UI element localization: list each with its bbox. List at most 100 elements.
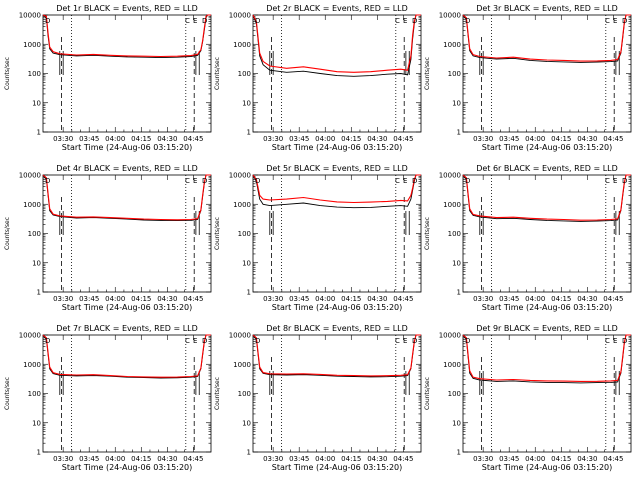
y-tick-label: 100 — [28, 70, 41, 78]
corner-letter: C — [185, 337, 190, 345]
x-tick-label: 03:45 — [499, 455, 519, 463]
y-tick-label: 100 — [238, 70, 251, 78]
x-tick-label: 04:00 — [525, 295, 545, 303]
lld-series-line — [42, 334, 211, 378]
detector-plot-1: Det 1r BLACK = Events, RED = LLD 1 10 100 10… — [4, 4, 212, 152]
detector-plot-2: Det 2r BLACK = Events, RED = LLD 1 10 100 10… — [214, 4, 422, 152]
corner-letter: D — [412, 177, 417, 185]
plot-title: Det 9r BLACK = Events, RED = LLD — [476, 324, 618, 333]
x-tick-label: 04:00 — [525, 135, 545, 143]
corner-letter: C — [605, 177, 610, 185]
y-tick-label: 1000 — [233, 361, 251, 369]
y-tick-label: 1 — [247, 289, 251, 297]
x-tick-label: 04:30 — [577, 455, 597, 463]
y-axis-label: Counts/sec — [424, 377, 431, 410]
x-tick-label: 04:15 — [131, 295, 151, 303]
y-tick-label: 1000 — [23, 41, 41, 49]
corner-letter: D — [45, 177, 50, 185]
corner-letter: C — [395, 17, 400, 25]
plot-title: Det 2r BLACK = Events, RED = LLD — [266, 4, 408, 13]
y-tick-label: 10 — [32, 99, 41, 107]
y-tick-label: 1 — [247, 449, 251, 457]
y-tick-label: 10 — [452, 99, 461, 107]
lld-series-line — [252, 14, 421, 73]
y-axis-label: Counts/sec — [214, 217, 221, 250]
x-tick-label: 03:30 — [473, 455, 493, 463]
y-tick-label: 10000 — [229, 172, 251, 180]
x-tick-label: 04:00 — [105, 295, 125, 303]
y-tick-label: 10 — [452, 419, 461, 427]
plot-title: Det 6r BLACK = Events, RED = LLD — [476, 164, 618, 173]
x-tick-label: 03:30 — [53, 455, 73, 463]
y-axis-label: Counts/sec — [424, 217, 431, 250]
corner-letter: D — [622, 17, 627, 25]
corner-letter: C — [605, 337, 610, 345]
plot-title: Det 4r BLACK = Events, RED = LLD — [56, 164, 198, 173]
y-tick-label: 100 — [448, 230, 461, 238]
x-tick-label: 04:30 — [157, 135, 177, 143]
x-tick-label: 04:45 — [393, 455, 413, 463]
y-tick-label: 1000 — [443, 361, 461, 369]
y-tick-label: 1000 — [23, 201, 41, 209]
y-tick-label: 10 — [242, 259, 251, 267]
x-tick-label: 04:30 — [367, 455, 387, 463]
x-tick-label: 04:30 — [157, 295, 177, 303]
y-tick-label: 1000 — [233, 201, 251, 209]
corner-letter: D — [255, 17, 260, 25]
corner-letter: E — [193, 17, 197, 25]
y-axis-label: Counts/sec — [4, 217, 11, 250]
y-tick-label: 100 — [238, 230, 251, 238]
x-tick-label: 03:30 — [53, 295, 73, 303]
x-tick-label: 04:15 — [551, 455, 571, 463]
y-tick-label: 10 — [452, 259, 461, 267]
corner-letter: D — [622, 177, 627, 185]
y-tick-label: 10000 — [19, 12, 41, 20]
detector-plot-3: Det 3r BLACK = Events, RED = LLD 1 10 100 10… — [424, 4, 632, 152]
corner-letter: C — [605, 17, 610, 25]
corner-letter: D — [45, 17, 50, 25]
x-tick-label: 03:30 — [263, 455, 283, 463]
corner-letter: D — [255, 337, 260, 345]
corner-letter: E — [403, 177, 407, 185]
corner-letter: E — [403, 17, 407, 25]
y-tick-label: 1 — [37, 449, 41, 457]
x-axis-label: Start Time (24-Aug-06 03:15:20) — [272, 463, 403, 472]
corner-letter: C — [185, 17, 190, 25]
x-tick-label: 04:15 — [341, 455, 361, 463]
corner-letter: E — [613, 177, 617, 185]
lld-series-line — [462, 14, 631, 62]
y-tick-label: 10000 — [229, 12, 251, 20]
x-tick-label: 04:45 — [603, 295, 623, 303]
plot-title: Det 3r BLACK = Events, RED = LLD — [476, 4, 618, 13]
x-tick-label: 04:15 — [341, 135, 361, 143]
y-axis-label: Counts/sec — [214, 57, 221, 90]
x-tick-label: 04:30 — [367, 295, 387, 303]
x-axis-label: Start Time (24-Aug-06 03:15:20) — [62, 303, 193, 312]
corner-letter: E — [403, 337, 407, 345]
x-axis-label: Start Time (24-Aug-06 03:15:20) — [62, 143, 193, 152]
y-tick-label: 10000 — [439, 12, 461, 20]
corner-letter: E — [193, 337, 197, 345]
x-tick-label: 03:30 — [263, 295, 283, 303]
x-tick-label: 04:00 — [315, 135, 335, 143]
x-tick-label: 04:30 — [577, 135, 597, 143]
corner-letter: C — [395, 337, 400, 345]
x-axis-label: Start Time (24-Aug-06 03:15:20) — [482, 463, 613, 472]
corner-letter: D — [45, 337, 50, 345]
y-tick-label: 10 — [32, 419, 41, 427]
x-tick-label: 03:45 — [79, 455, 99, 463]
x-tick-label: 03:45 — [499, 295, 519, 303]
lld-series-line — [42, 14, 211, 58]
x-tick-label: 04:00 — [525, 455, 545, 463]
y-tick-label: 1 — [457, 449, 461, 457]
plot-title: Det 7r BLACK = Events, RED = LLD — [56, 324, 198, 333]
lld-series-line — [252, 174, 421, 204]
y-tick-label: 10000 — [19, 172, 41, 180]
detector-plot-6: Det 6r BLACK = Events, RED = LLD 1 10 100 10… — [424, 164, 632, 312]
y-tick-label: 10000 — [439, 172, 461, 180]
corner-letter: D — [202, 177, 207, 185]
detector-plot-8: Det 8r BLACK = Events, RED = LLD 1 10 100 10… — [214, 324, 422, 472]
corner-letter: D — [412, 17, 417, 25]
x-tick-label: 04:15 — [551, 295, 571, 303]
corner-letter: D — [202, 337, 207, 345]
